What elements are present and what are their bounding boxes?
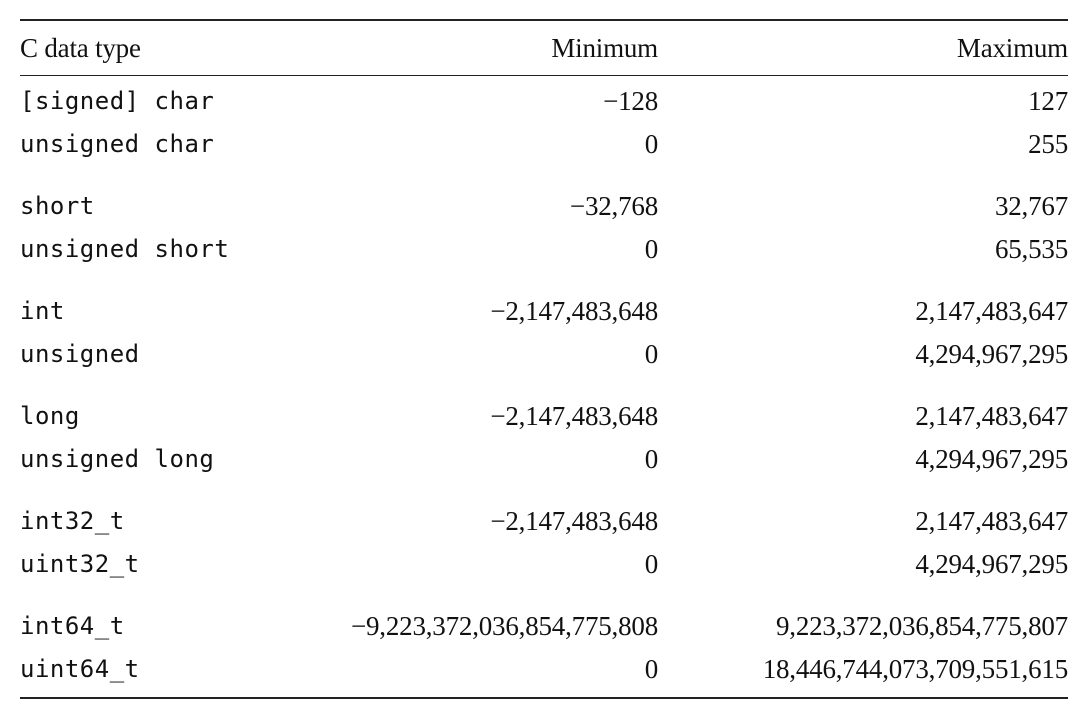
- type-cell: uint32_t: [20, 550, 140, 578]
- type-cell: [signed] char: [20, 87, 215, 115]
- row-group: int64_t −9,223,372,036,854,775,808 9,223…: [20, 605, 1068, 691]
- type-cell: int64_t: [20, 612, 125, 640]
- table-row: long −2,147,483,648 2,147,483,647: [20, 395, 1068, 438]
- type-cell: unsigned long: [20, 445, 215, 473]
- maximum-cell: 2,147,483,647: [915, 296, 1068, 326]
- table-row: short −32,768 32,767: [20, 185, 1068, 228]
- minimum-cell: 0: [644, 234, 659, 264]
- maximum-cell: 4,294,967,295: [915, 339, 1068, 369]
- maximum-cell: 18,446,744,073,709,551,615: [762, 654, 1069, 684]
- minimum-cell: 0: [644, 444, 659, 474]
- table-row: int64_t −9,223,372,036,854,775,808 9,223…: [20, 605, 1068, 648]
- maximum-cell: 127: [1028, 86, 1068, 116]
- minimum-cell: −2,147,483,648: [490, 401, 658, 431]
- minimum-cell: 0: [644, 654, 659, 684]
- maximum-cell: 2,147,483,647: [915, 401, 1068, 431]
- header-maximum: Maximum: [956, 33, 1068, 63]
- type-cell: unsigned char: [20, 130, 215, 158]
- header-c-data-type: C data type: [20, 33, 141, 63]
- maximum-cell: 65,535: [994, 234, 1068, 264]
- minimum-cell: −9,223,372,036,854,775,808: [350, 611, 658, 641]
- maximum-cell: 9,223,372,036,854,775,807: [775, 611, 1068, 641]
- data-type-range-table: C data type Minimum Maximum [signed] cha…: [20, 19, 1068, 699]
- table-row: uint32_t 0 4,294,967,295: [20, 543, 1068, 586]
- minimum-cell: −2,147,483,648: [490, 296, 658, 326]
- table-row: uint64_t 0 18,446,744,073,709,551,615: [20, 648, 1068, 691]
- table-top-rule: [20, 19, 1068, 21]
- maximum-cell: 255: [1028, 129, 1068, 159]
- table-row: int −2,147,483,648 2,147,483,647: [20, 290, 1068, 333]
- table-header-rule: [20, 75, 1068, 76]
- maximum-cell: 4,294,967,295: [915, 549, 1068, 579]
- maximum-cell: 4,294,967,295: [915, 444, 1068, 474]
- row-group: long −2,147,483,648 2,147,483,647 unsign…: [20, 395, 1068, 481]
- maximum-cell: 32,767: [994, 191, 1068, 221]
- table-row: unsigned 0 4,294,967,295: [20, 333, 1068, 376]
- minimum-cell: −128: [603, 86, 658, 116]
- minimum-cell: −2,147,483,648: [490, 506, 658, 536]
- type-cell: unsigned short: [20, 235, 230, 263]
- row-group: [signed] char −128 127 unsigned char 0 2…: [20, 80, 1068, 166]
- minimum-cell: 0: [644, 339, 659, 369]
- row-group: int −2,147,483,648 2,147,483,647 unsigne…: [20, 290, 1068, 376]
- type-cell: long: [20, 402, 80, 430]
- row-group: short −32,768 32,767 unsigned short 0 65…: [20, 185, 1068, 271]
- type-cell: uint64_t: [20, 655, 140, 683]
- type-cell: int: [20, 297, 65, 325]
- table-row: unsigned char 0 255: [20, 123, 1068, 166]
- table-row: [signed] char −128 127: [20, 80, 1068, 123]
- type-cell: short: [20, 192, 95, 220]
- table-row: int32_t −2,147,483,648 2,147,483,647: [20, 500, 1068, 543]
- header-minimum: Minimum: [551, 33, 658, 63]
- minimum-cell: −32,768: [569, 191, 658, 221]
- table-row: unsigned long 0 4,294,967,295: [20, 438, 1068, 481]
- minimum-cell: 0: [644, 129, 659, 159]
- row-group: int32_t −2,147,483,648 2,147,483,647 uin…: [20, 500, 1068, 586]
- type-cell: int32_t: [20, 507, 125, 535]
- type-cell: unsigned: [20, 340, 140, 368]
- table-header-row: C data type Minimum Maximum: [20, 21, 1068, 75]
- table-bottom-rule: [20, 697, 1068, 699]
- maximum-cell: 2,147,483,647: [915, 506, 1068, 536]
- minimum-cell: 0: [644, 549, 659, 579]
- table-row: unsigned short 0 65,535: [20, 228, 1068, 271]
